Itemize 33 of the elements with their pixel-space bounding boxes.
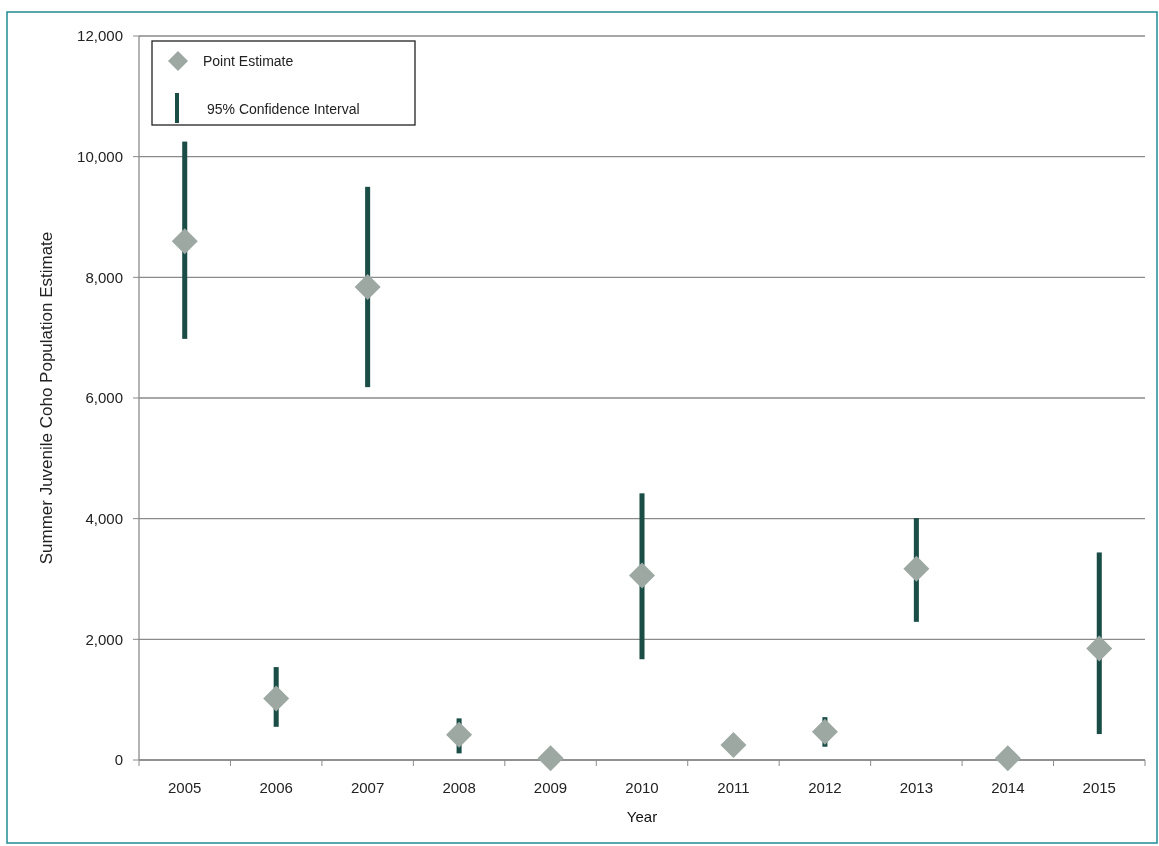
y-tick-label: 4,000 (85, 509, 123, 527)
y-tick-label: 0 (114, 751, 123, 769)
x-tick-label: 2015 (1082, 779, 1116, 796)
x-tick-label: 2014 (991, 779, 1025, 796)
x-tick-label: 2012 (808, 779, 842, 796)
x-tick-label: 2006 (259, 779, 293, 796)
point (537, 745, 564, 772)
point (720, 731, 747, 758)
y-axis-title: Summer Juvenile Coho Population Estimate (37, 231, 56, 565)
x-tick-label: 2011 (717, 779, 750, 796)
point (994, 745, 1021, 772)
point (263, 685, 290, 712)
y-tick-label: 2,000 (85, 630, 123, 648)
y-tick-label: 10,000 (77, 147, 123, 165)
point (446, 721, 473, 748)
point (354, 273, 381, 300)
x-tick-label: 2008 (442, 779, 476, 796)
point (1086, 635, 1113, 662)
x-tick-label: 2009 (533, 779, 568, 796)
x-tick-label: 2010 (625, 779, 659, 796)
x-axis-title: Year (626, 808, 658, 825)
x-tick-label: 2013 (899, 779, 934, 796)
legend-label: 95% Confidence Interval (207, 100, 360, 117)
x-tick-label: 2007 (350, 779, 385, 796)
legend-label: Point Estimate (203, 52, 294, 69)
y-tick-label: 6,000 (85, 389, 123, 407)
point (811, 718, 838, 745)
point (903, 555, 930, 582)
y-tick-label: 12,000 (77, 27, 123, 45)
x-tick-label: 2005 (168, 779, 202, 796)
point (629, 562, 655, 589)
point (171, 228, 198, 255)
y-tick-label: 8,000 (85, 268, 123, 286)
